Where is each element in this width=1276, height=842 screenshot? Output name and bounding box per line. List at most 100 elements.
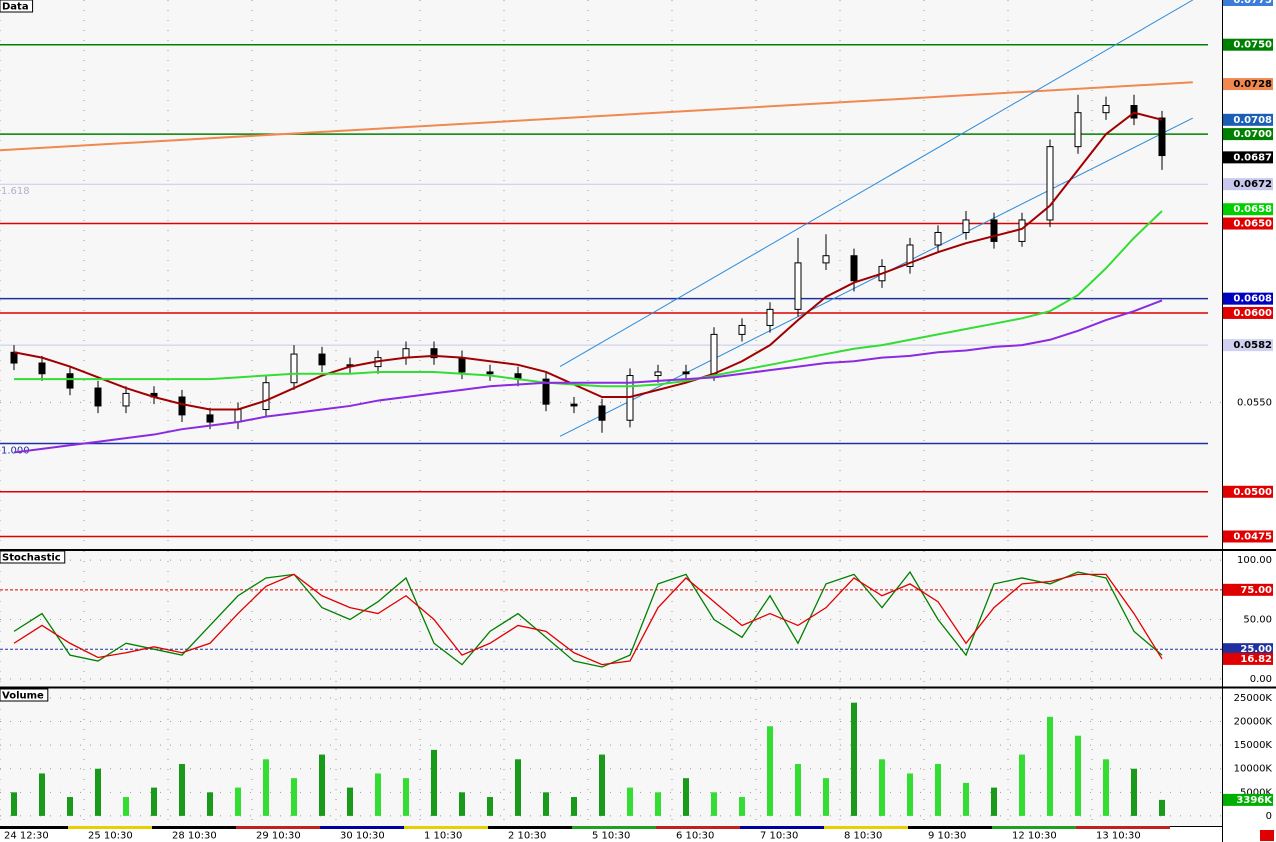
- fib-label: 1.618: [1, 186, 30, 197]
- volume-bar: [11, 792, 17, 816]
- candle-body: [570, 403, 578, 407]
- y-tick-label: 25000K: [1234, 693, 1273, 704]
- volume-bar: [207, 792, 213, 816]
- volume-bar: [347, 787, 353, 816]
- volume-bar: [319, 754, 325, 816]
- y-tick-label: 0.0672: [1233, 179, 1272, 190]
- volume-bar: [263, 759, 269, 816]
- series-line: [13, 111, 1163, 411]
- y-tick-label: 0.0687: [1233, 152, 1272, 163]
- y-tick-label: 0: [1266, 811, 1272, 822]
- y-tick-label: 0.0700: [1233, 129, 1272, 140]
- volume-bar: [375, 773, 381, 816]
- candle-body: [178, 396, 186, 416]
- price-box: [1223, 128, 1273, 141]
- volume-bar: [543, 792, 549, 816]
- volume-bar: [123, 797, 129, 816]
- candle-body: [598, 405, 606, 421]
- volume-bar: [879, 759, 885, 816]
- price-box: [1223, 217, 1273, 230]
- volume-bar: [1047, 716, 1053, 816]
- y-tick-label: 0.00: [1250, 674, 1272, 685]
- volume-bar: [1103, 759, 1109, 816]
- trend-line: [0, 81, 1193, 152]
- volume-bar: [515, 759, 521, 816]
- scroll-button[interactable]: [1260, 830, 1274, 841]
- price-box: [1223, 583, 1273, 596]
- y-tick-label: 16.82: [1240, 654, 1272, 665]
- candle-body: [906, 244, 914, 267]
- candle-body: [1046, 146, 1054, 221]
- price-box: [1223, 292, 1273, 305]
- candle-body: [962, 219, 970, 233]
- candle-body: [430, 348, 438, 359]
- panel: 1.618 1.000: [0, 0, 1222, 549]
- fib-label: 1.000: [1, 445, 30, 456]
- y-tick-label: 15000K: [1234, 740, 1273, 751]
- candle-body: [234, 409, 242, 423]
- y-tick-label: 50.00: [1243, 615, 1272, 626]
- x-tick-label: 7 10:30: [760, 831, 798, 842]
- volume-bar: [67, 797, 73, 816]
- volume-bar: [655, 792, 661, 816]
- series-line: [14, 210, 1163, 388]
- volume-bar: [795, 764, 801, 816]
- candle-body: [122, 392, 130, 407]
- candle-body: [822, 255, 830, 264]
- x-tick-label: 28 10:30: [172, 831, 217, 842]
- candle-body: [38, 362, 46, 375]
- price-box: [1223, 652, 1273, 665]
- price-box: [1223, 178, 1273, 191]
- price-box: [1223, 151, 1273, 164]
- x-tick-label: 6 10:30: [676, 831, 714, 842]
- price-box: [1223, 643, 1273, 656]
- volume-bar: [487, 797, 493, 816]
- x-tick-label: 5 10:30: [592, 831, 630, 842]
- volume-bar: [599, 754, 605, 816]
- panel-title: Data: [2, 2, 29, 13]
- volume-bar: [739, 797, 745, 816]
- axis-background: [1222, 0, 1276, 842]
- y-tick-label: 0.0608: [1233, 294, 1272, 305]
- candle-body: [682, 371, 690, 375]
- volume-bar: [1159, 799, 1165, 816]
- price-box: [1223, 113, 1273, 126]
- trend-line: [559, 0, 1194, 368]
- y-tick-label: 25.00: [1240, 644, 1272, 655]
- x-tick-label: 30 10:30: [340, 831, 385, 842]
- x-axis-background: [0, 826, 1222, 842]
- volume-bar: [991, 787, 997, 816]
- volume-bar: [291, 778, 297, 816]
- x-tick-label: 25 10:30: [88, 831, 133, 842]
- volume-bar: [235, 787, 241, 816]
- panel-title-box: [0, 688, 49, 702]
- price-box: [1223, 530, 1273, 543]
- volume-bar: [963, 782, 969, 816]
- y-tick-label: 100.00: [1237, 555, 1272, 566]
- series-line: [13, 573, 1163, 666]
- panel-title: Stochastic: [2, 553, 61, 564]
- price-box: [1223, 38, 1273, 51]
- x-tick-label: 12 10:30: [1012, 831, 1057, 842]
- x-tick-label: 8 10:30: [844, 831, 882, 842]
- price-box: [1223, 306, 1273, 319]
- candle-body: [850, 255, 858, 282]
- y-tick-label: 0.0600: [1233, 308, 1272, 319]
- y-tick-label: 0.0775: [1233, 0, 1272, 6]
- x-tick-label: 9 10:30: [928, 831, 966, 842]
- price-box: [1223, 78, 1273, 91]
- candle-body: [766, 308, 774, 326]
- x-tick-label: 24 12:30: [4, 831, 49, 842]
- y-tick-label: 0.0475: [1233, 531, 1272, 542]
- candle-body: [94, 387, 102, 407]
- panel-title-box: [0, 550, 66, 564]
- volume-bar: [767, 726, 773, 816]
- volume-bar: [179, 764, 185, 816]
- candle-body: [542, 378, 550, 405]
- price-box: [1223, 793, 1273, 806]
- volume-bar: [1131, 768, 1137, 816]
- candle-body: [458, 357, 466, 373]
- price-box: [1223, 0, 1273, 6]
- series-line: [13, 570, 1163, 668]
- x-tick-label: 2 10:30: [508, 831, 546, 842]
